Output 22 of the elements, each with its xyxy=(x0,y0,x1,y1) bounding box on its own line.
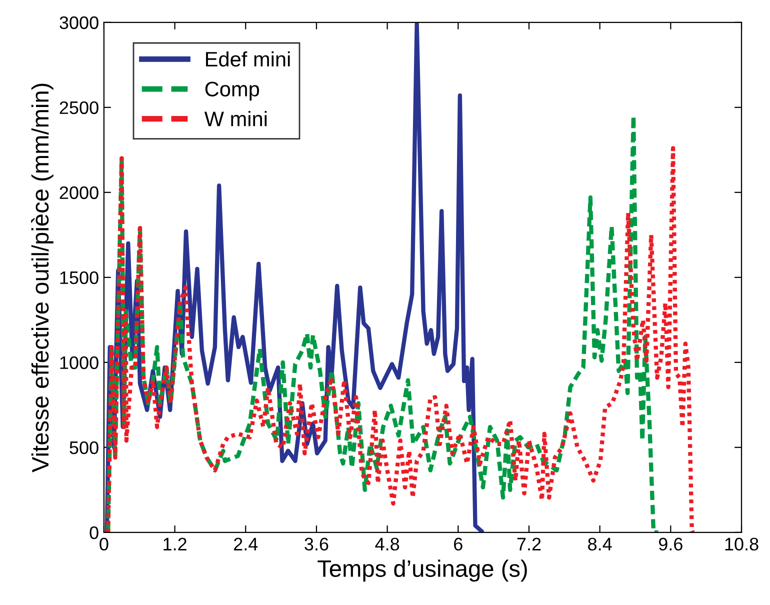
x-axis-title: Temps d’usinage (s) xyxy=(318,560,527,582)
y-tick-label: 2500 xyxy=(60,101,98,114)
x-tick-label: 7.2 xyxy=(517,538,541,550)
legend-label: Comp xyxy=(205,82,260,101)
y-tick-label: 1500 xyxy=(60,271,98,284)
x-tick-label: 10.8 xyxy=(725,538,758,551)
x-tick-label: 3.6 xyxy=(304,538,328,551)
x-tick-label: 9.6 xyxy=(658,538,682,551)
x-tick-label: 6 xyxy=(454,538,462,551)
y-axis-title: Vitesse effective outil/pièce (mm/min) xyxy=(31,84,54,472)
x-tick-label: 2.4 xyxy=(234,538,258,550)
y-tick-label: 3000 xyxy=(60,16,98,30)
y-tick-label: 500 xyxy=(70,441,98,454)
legend-label: Edef mini xyxy=(206,51,290,67)
y-tick-label: 2000 xyxy=(60,186,98,200)
legend-label: W mini xyxy=(204,111,267,126)
x-tick-label: 8.4 xyxy=(588,538,612,551)
y-tick-label: 0 xyxy=(90,526,98,540)
x-tick-label: 4.8 xyxy=(375,538,400,551)
x-tick-label: 0 xyxy=(100,538,108,551)
y-tick-label: 1000 xyxy=(60,356,98,370)
x-tick-label: 1.2 xyxy=(164,538,186,550)
